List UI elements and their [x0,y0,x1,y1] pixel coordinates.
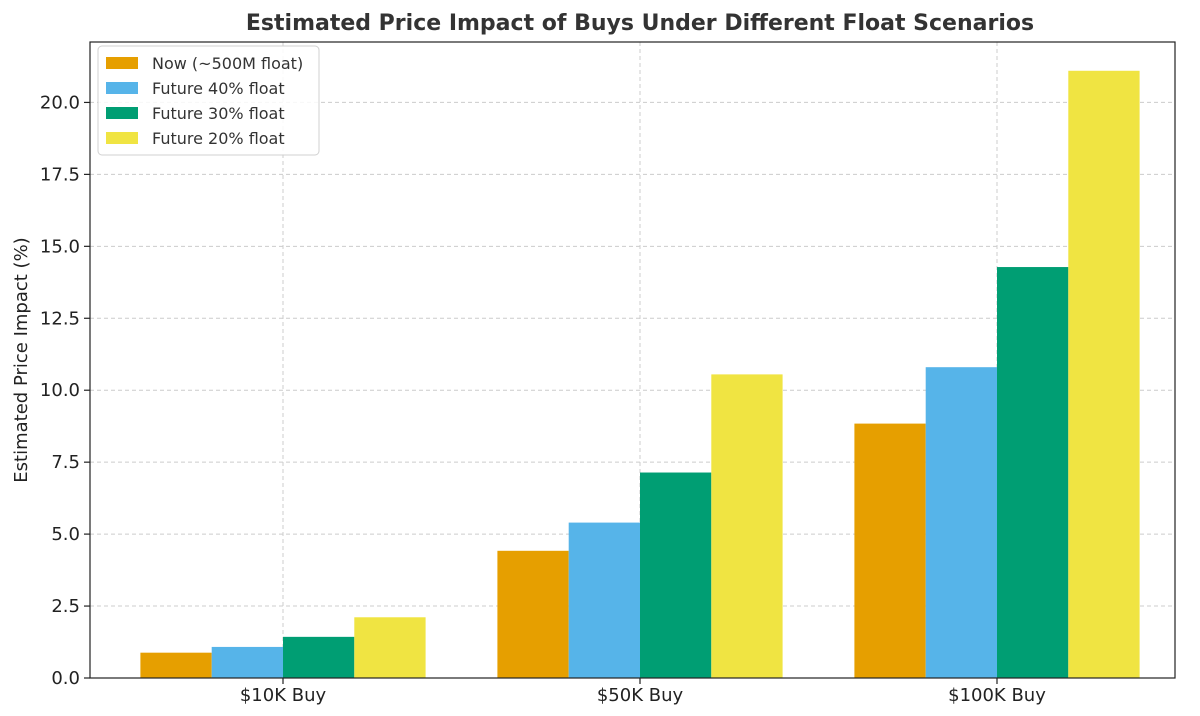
y-tick-label: 5.0 [51,524,80,545]
bar [1068,70,1140,679]
y-tick-label: 20.0 [40,92,80,113]
y-axis-label: Estimated Price Impact (%) [11,237,32,482]
bars [140,70,1140,679]
plot-frame [89,41,1176,679]
bar [497,550,569,678]
y-tick-label: 17.5 [40,164,80,185]
y-tick-label: 7.5 [51,452,80,473]
legend-swatch [106,132,138,144]
y-tick-label: 15.0 [40,236,80,257]
legend-swatch [106,107,138,119]
chart-title: Estimated Price Impact of Buys Under Dif… [246,11,1034,36]
legend-swatch [106,82,138,94]
bar [211,646,283,678]
bar [354,617,426,678]
x-tick-label: $100K Buy [948,685,1046,706]
legend-label: Future 40% float [152,79,285,98]
bar [283,636,355,678]
axes: 0.0 2.5 5.0 7.5 10.0 12.5 15.0 17.5 20.0 $10K Buy… [40,41,1176,706]
bar [925,367,997,678]
bar [711,374,783,678]
y-tick-label: 12.5 [40,308,80,329]
legend-box [97,45,320,156]
x-tick-label: $50K Buy [597,685,684,706]
bar [854,423,926,678]
bar [568,522,640,678]
bar [140,652,212,678]
y-tick-label: 10.0 [40,380,80,401]
legend-label: Future 20% float [152,129,285,148]
legend-label: Now (~500M float) [152,54,303,73]
bar [997,267,1069,678]
bar [640,472,712,678]
x-tick-label: $10K Buy [240,685,327,706]
legend-swatch [106,57,138,69]
y-tick-label: 2.5 [51,596,80,617]
y-tick-label: 0.0 [51,668,80,689]
legend-label: Future 30% float [152,104,285,123]
legend: Now (~500M float) Future 40% float Future … [97,45,320,156]
